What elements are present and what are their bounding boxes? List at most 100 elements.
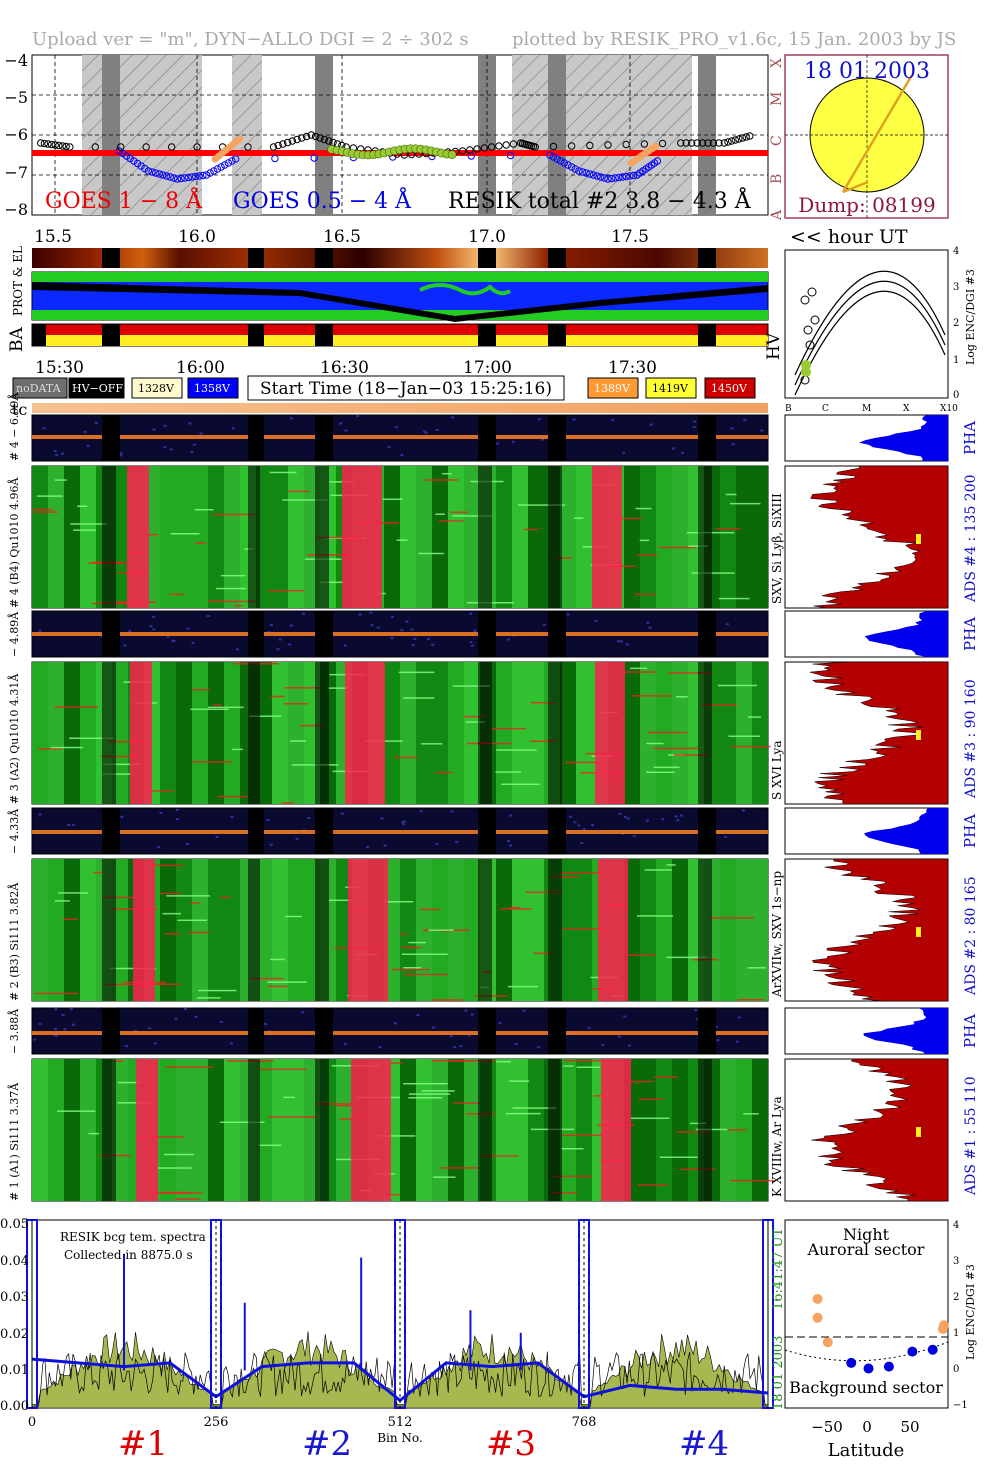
latitude-point	[927, 1344, 938, 1355]
resik-point	[727, 137, 736, 145]
resik-point	[316, 134, 324, 142]
goes-short-point	[231, 155, 240, 163]
goes-short-point	[560, 159, 569, 167]
channel-1-marker: #1	[118, 1424, 168, 1464]
goes-short-point	[210, 167, 218, 175]
hv-ytick: 2	[953, 318, 959, 329]
goes-short-point	[173, 175, 182, 183]
goes-ytick: −8	[4, 200, 28, 219]
goes-short-point	[571, 165, 579, 173]
latitude-point	[846, 1357, 857, 1368]
bin-tick: 0	[28, 1415, 36, 1430]
hv-ytick: 1	[953, 355, 959, 366]
goes-short-point	[199, 171, 207, 180]
latitude-point	[822, 1337, 833, 1348]
time-tick: 16:30	[320, 358, 369, 378]
hv-xtick: X	[903, 404, 910, 414]
resik-point	[487, 143, 496, 151]
goes-short-point	[202, 171, 211, 179]
resik-point	[709, 139, 718, 147]
goes-short-point	[206, 169, 214, 177]
satellite-track	[841, 74, 914, 193]
goes-short-point	[622, 172, 630, 181]
sun-date: 18 01 2003	[804, 59, 930, 84]
lat-ytick: 3	[953, 1256, 959, 1267]
goes-short-point	[564, 161, 572, 169]
channel-main-label: # 1 (A1) Si111 3.37Å	[7, 1082, 21, 1201]
goes-short-point	[611, 174, 619, 182]
channel-main-label: # 3 (A2) Qu1010 4.31Å	[7, 673, 21, 804]
resik-point	[55, 141, 63, 150]
upload-info: Upload ver = "m", DYN−ALLO DGI = 2 ÷ 302…	[32, 29, 469, 50]
lat-ytick: 4	[953, 1220, 959, 1231]
goes-short-point	[593, 172, 601, 180]
resik-point	[117, 143, 125, 151]
hv-ytick: 0	[953, 390, 959, 401]
resik-point	[495, 142, 503, 150]
resik-point	[325, 137, 333, 145]
ads-label: ADS #3 : 90 160	[963, 679, 979, 799]
legend-boxes: noDATA HV−OFF 1328V 1358V Start Time (18…	[12, 375, 756, 401]
line-identification: SXV, Si Lyβ, SiXIII	[770, 493, 784, 604]
lat-tick: 50	[900, 1418, 919, 1436]
spectrum-date: 18 01 2003	[771, 1336, 786, 1410]
ads-histogram	[812, 858, 949, 1002]
resik-point	[37, 139, 45, 147]
line-identification: ArXVIIw, SXV 1s−np	[770, 871, 784, 998]
resik-point	[298, 134, 306, 142]
latitude-point	[812, 1293, 823, 1304]
goes-short-point	[119, 149, 127, 158]
time-tick: 17:00	[463, 358, 512, 378]
resik-point	[715, 139, 723, 147]
resik-point	[244, 143, 252, 151]
spectrum-ytick: 0.01	[0, 1363, 29, 1378]
bin-tick: 768	[572, 1415, 597, 1430]
resik-point	[66, 143, 74, 151]
goes-short-point	[567, 163, 576, 171]
pha-label: PHA	[961, 814, 979, 848]
pha-histogram	[864, 808, 948, 854]
resik-point	[693, 139, 701, 147]
hv-plot: HV Log ENC/DGI #3 0 1 2 3 4 B C M X X10	[764, 246, 977, 414]
dump-number: Dump: 08199	[798, 193, 935, 217]
channel-pha-label: − 3.88Å	[7, 1008, 21, 1054]
latitude-point	[812, 1312, 823, 1323]
goes-class-label: A	[769, 209, 785, 221]
hv-ylabel: Log ENC/DGI #3	[964, 269, 977, 365]
lat-ytick: 2	[953, 1292, 959, 1303]
resik-point	[604, 141, 612, 149]
goes-short-point	[600, 174, 609, 182]
goes-short-point	[177, 174, 185, 183]
resik-point	[51, 141, 59, 149]
goes-short-point	[607, 174, 616, 183]
resik-orange-point	[652, 142, 660, 150]
resik-point	[40, 139, 49, 148]
resik-point	[531, 143, 539, 151]
time-tick: 16:00	[176, 358, 225, 378]
pha-histogram	[859, 415, 948, 461]
resik-point	[302, 132, 311, 141]
goes-ytick: −4	[4, 51, 28, 70]
resik-point	[724, 138, 732, 146]
bin-tick: 256	[204, 1415, 229, 1430]
ads-histogram	[811, 1058, 949, 1202]
goes-short-point	[217, 163, 225, 171]
lat-tick: −50	[811, 1418, 843, 1436]
pha-label: PHA	[961, 617, 979, 651]
channel-4-panel: # 4 − 6.09Å # 4 (B4) Qu1010 4.96Å PHA SXV, …	[7, 392, 979, 609]
resik-point	[677, 139, 685, 147]
goes-short-point	[506, 151, 515, 160]
goes-short-point	[221, 161, 229, 169]
v1358-label: 1358V	[194, 382, 231, 395]
lat-tick: 0	[862, 1418, 872, 1436]
background-label: Background sector	[789, 1378, 943, 1397]
goes-short-point	[122, 152, 131, 160]
resik-point	[738, 134, 747, 142]
resik-point	[704, 139, 712, 147]
resik-point	[311, 132, 320, 141]
goes-short-point	[626, 172, 634, 180]
lat-ytick: 1	[953, 1328, 959, 1339]
goes-short-point	[144, 167, 153, 175]
resik-point	[640, 140, 649, 148]
